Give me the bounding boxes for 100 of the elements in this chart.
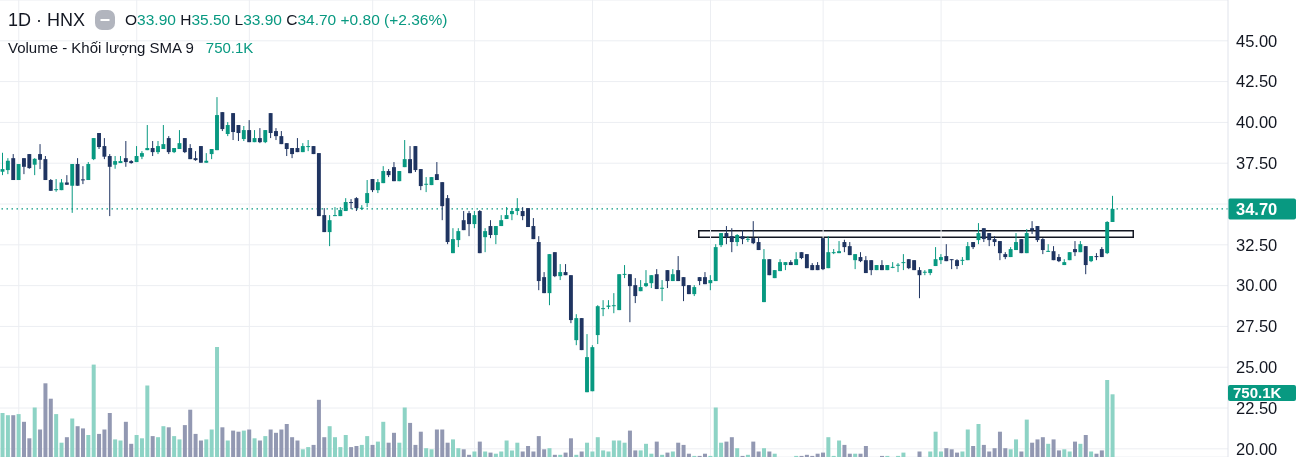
bar	[107, 413, 112, 457]
bar	[579, 451, 584, 457]
bar	[204, 439, 209, 457]
bar	[863, 446, 868, 457]
bar	[751, 441, 756, 457]
bar	[971, 446, 976, 457]
candlestick	[402, 139, 407, 168]
candlestick	[574, 313, 579, 346]
candlestick	[327, 214, 332, 247]
bar	[70, 418, 75, 457]
bar	[735, 448, 740, 457]
candlestick	[853, 253, 858, 270]
bar	[220, 427, 225, 457]
candlestick	[0, 152, 5, 176]
bar	[54, 414, 59, 457]
bar	[402, 407, 407, 457]
bar	[1105, 380, 1110, 457]
y-tick-label: 42.50	[1236, 72, 1278, 91]
bar	[91, 364, 96, 457]
bar	[113, 439, 118, 457]
bar	[424, 448, 429, 457]
candlestick	[938, 253, 943, 265]
bar	[622, 442, 627, 457]
bar	[976, 424, 981, 457]
candlestick	[724, 225, 729, 245]
bar	[1073, 441, 1078, 457]
bar	[349, 447, 354, 457]
candlestick	[676, 255, 681, 282]
bar	[5, 415, 10, 457]
bar	[172, 436, 177, 457]
candlestick	[660, 279, 665, 302]
candlestick	[1056, 253, 1061, 263]
y-tick-label: 30.00	[1236, 276, 1278, 295]
bar	[756, 451, 761, 457]
candlestick	[80, 165, 85, 185]
bar	[1089, 451, 1094, 457]
candlestick	[139, 150, 144, 160]
candlestick	[434, 161, 439, 181]
bar	[772, 453, 777, 457]
bar	[166, 427, 171, 457]
bar	[1067, 451, 1072, 457]
candlestick	[91, 137, 96, 161]
bar	[1110, 394, 1115, 457]
candlestick	[418, 168, 423, 191]
text: 750.1K	[1228, 384, 1296, 402]
bar	[847, 453, 852, 457]
candlestick	[879, 259, 884, 271]
bar	[762, 448, 766, 457]
candlestick	[349, 198, 354, 210]
candlestick	[145, 124, 150, 151]
bar	[16, 414, 21, 457]
y-tick-label: 40.00	[1236, 113, 1278, 132]
bar	[960, 451, 965, 457]
bar	[247, 429, 252, 457]
bar	[928, 451, 933, 457]
y-tick-label: 37.50	[1236, 154, 1278, 173]
bar	[472, 451, 477, 457]
bar	[225, 440, 230, 457]
bar	[80, 428, 85, 457]
bar	[59, 442, 64, 457]
candlestick	[745, 235, 750, 243]
candlestick	[424, 176, 429, 193]
bar	[241, 430, 246, 457]
y-tick-label: 32.50	[1236, 235, 1278, 254]
text: O33.90 H35.50 L33.90 C34.70 +0.80 (+2.36%)	[125, 11, 448, 28]
candlestick	[483, 227, 488, 253]
bar	[483, 451, 488, 457]
candlestick	[1030, 220, 1035, 235]
bar	[86, 435, 91, 457]
bar	[944, 448, 949, 457]
y-tick-label: 27.50	[1236, 317, 1278, 336]
candlestick	[70, 163, 75, 214]
bar	[118, 440, 123, 457]
bar	[429, 449, 434, 457]
bar	[1030, 442, 1035, 457]
bar	[370, 444, 375, 457]
bar	[965, 429, 970, 457]
bar	[408, 422, 413, 457]
bar	[391, 432, 396, 457]
bar	[252, 438, 257, 457]
bar	[853, 453, 858, 457]
bar	[585, 442, 590, 457]
candlestick	[440, 181, 445, 221]
bar	[826, 437, 831, 457]
text: 1D · HNX	[8, 9, 86, 31]
candlestick	[896, 262, 900, 273]
bar	[1083, 435, 1088, 457]
candlestick	[794, 251, 799, 266]
candlestick	[729, 227, 734, 253]
bar	[48, 398, 53, 457]
candlestick	[11, 153, 16, 181]
bar	[1094, 453, 1099, 457]
candlestick	[1083, 245, 1088, 275]
candlestick	[1073, 240, 1077, 257]
bar	[231, 430, 236, 457]
bar	[654, 441, 659, 457]
y-tick-label: 45.00	[1236, 31, 1278, 50]
bar	[1099, 450, 1104, 457]
bar	[343, 435, 348, 457]
bar	[729, 437, 734, 457]
